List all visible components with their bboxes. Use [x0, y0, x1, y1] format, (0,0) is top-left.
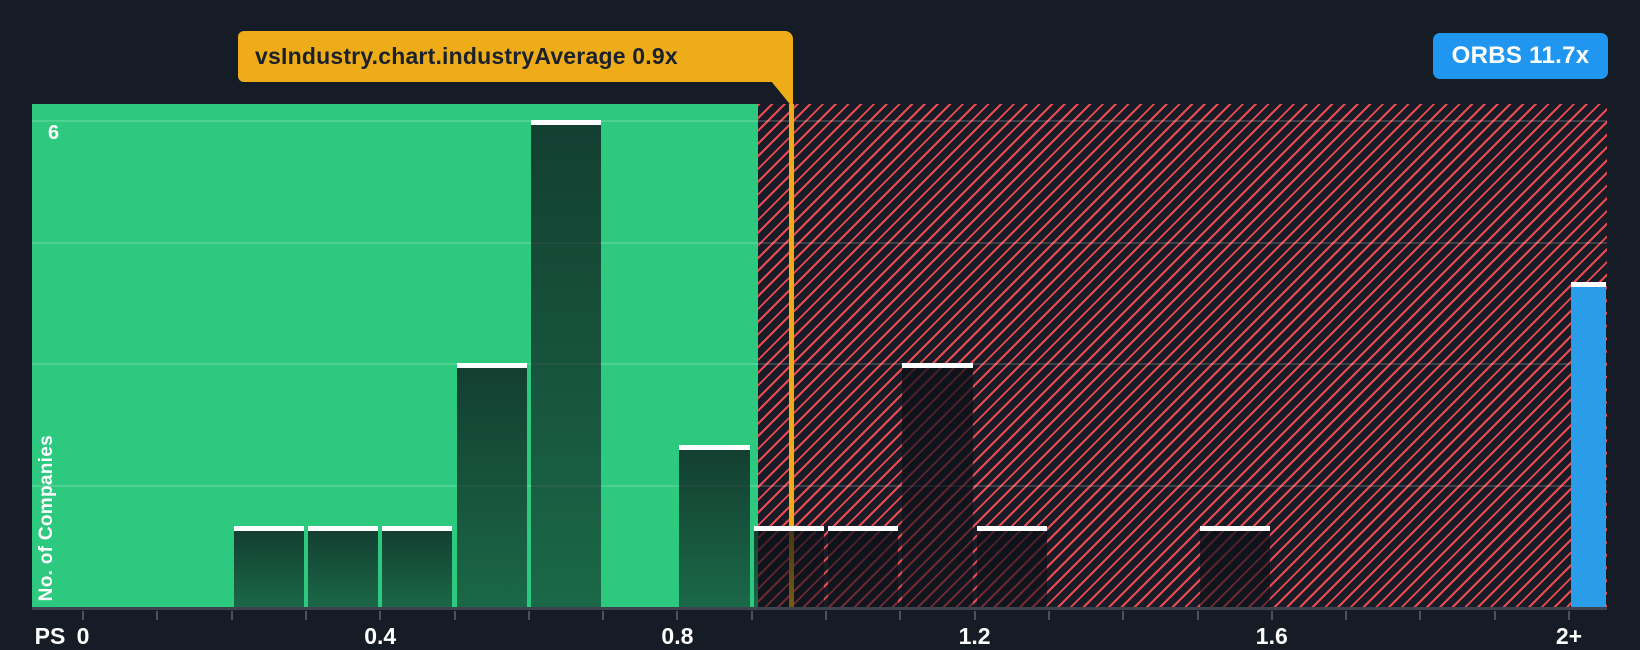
tooltip-pointer-icon [771, 81, 793, 108]
x-axis-tick [1493, 611, 1496, 620]
bar-top-cap [307, 525, 379, 531]
bar-top-cap [828, 525, 899, 531]
company-value-badge[interactable]: ORBS 11.7x [1433, 33, 1608, 79]
bar-body [382, 530, 453, 607]
x-axis-tick [379, 611, 382, 620]
histogram-bar[interactable] [828, 525, 899, 607]
company-bar[interactable] [1571, 282, 1606, 607]
x-axis-tick [1419, 611, 1422, 620]
histogram-bar[interactable] [753, 525, 824, 607]
bar-top-cap [233, 525, 304, 531]
bar-body [828, 530, 899, 607]
histogram-bar[interactable] [382, 525, 453, 607]
x-axis-tick [527, 611, 530, 620]
gridline [32, 363, 1607, 366]
x-axis-tick-label: 0.8 [661, 623, 694, 649]
x-axis-tick [453, 611, 456, 620]
bar-body [530, 124, 602, 607]
histogram-bar[interactable] [679, 444, 750, 607]
below-average-zone [32, 104, 758, 607]
x-axis-tick [1345, 611, 1348, 620]
x-axis-tick [676, 611, 679, 620]
gridline [32, 241, 1607, 244]
bar-body [679, 449, 750, 607]
company-value-badge-label: ORBS 11.7x [1451, 42, 1590, 69]
industry-average-tooltip-label: vsIndustry.chart.industryAverage 0.9x [255, 43, 678, 69]
x-axis-tick [1568, 611, 1570, 620]
x-axis-tick-label: 0 [76, 623, 90, 649]
bar-body [902, 368, 973, 607]
bar-top-cap [679, 444, 750, 450]
x-axis-tick [1122, 611, 1125, 620]
x-axis-tick [156, 611, 159, 620]
industry-average-tooltip: vsIndustry.chart.industryAverage 0.9x [238, 31, 793, 108]
bar-body [1199, 530, 1270, 607]
x-axis-tick [230, 611, 233, 620]
y-axis-title: No. of Companies [36, 434, 57, 601]
bar-top-cap [976, 525, 1047, 531]
x-axis-tick-label: 1.2 [958, 623, 991, 649]
bar-top-cap [902, 363, 973, 369]
above-average-zone [757, 104, 1607, 607]
histogram-bar[interactable] [1199, 525, 1270, 607]
x-axis-tick [304, 611, 307, 620]
x-axis-tick-label: 0.4 [364, 623, 397, 649]
bar-body [307, 530, 379, 607]
histogram-bar[interactable] [976, 525, 1047, 607]
x-axis-tick-label: 2+ [1555, 623, 1583, 649]
histogram-bar[interactable] [530, 119, 602, 607]
bar-top-cap [530, 119, 602, 125]
industry-average-marker-line [788, 104, 794, 607]
x-axis-tick [973, 611, 976, 620]
x-axis-tick [82, 611, 84, 620]
x-axis-tick [1047, 611, 1050, 620]
y-axis-tick-label: 6 [48, 122, 60, 144]
bar-body [976, 530, 1047, 607]
plot-area: 6 No. of Companies [32, 104, 1607, 610]
bar-body [456, 368, 527, 607]
bar-top-cap [1199, 525, 1270, 531]
bar-body [753, 530, 824, 607]
histogram-bar[interactable] [233, 525, 304, 607]
x-axis-tick-label: 1.6 [1255, 623, 1288, 649]
x-axis-unit-label: PS [34, 623, 66, 649]
x-axis-tick [1196, 611, 1199, 620]
bar-top-cap [456, 363, 527, 369]
histogram-bar[interactable] [456, 363, 527, 607]
histogram-bar[interactable] [902, 363, 973, 607]
histogram-bar[interactable] [307, 525, 379, 607]
x-axis-tick [825, 611, 827, 620]
x-axis-tick [1270, 611, 1273, 620]
gridline [32, 119, 1607, 122]
bar-top-cap [1571, 282, 1606, 288]
bar-body [233, 530, 304, 607]
bar-top-cap [382, 525, 453, 531]
bar-body [1571, 287, 1606, 607]
bar-top-cap [753, 525, 824, 531]
x-axis-tick [602, 611, 605, 620]
x-axis: PS 0 0.4 0.8 1.2 1.6 2+ [0, 607, 1640, 650]
x-axis-tick [899, 611, 902, 620]
x-axis-tick [750, 611, 753, 620]
gridline [32, 485, 1607, 488]
